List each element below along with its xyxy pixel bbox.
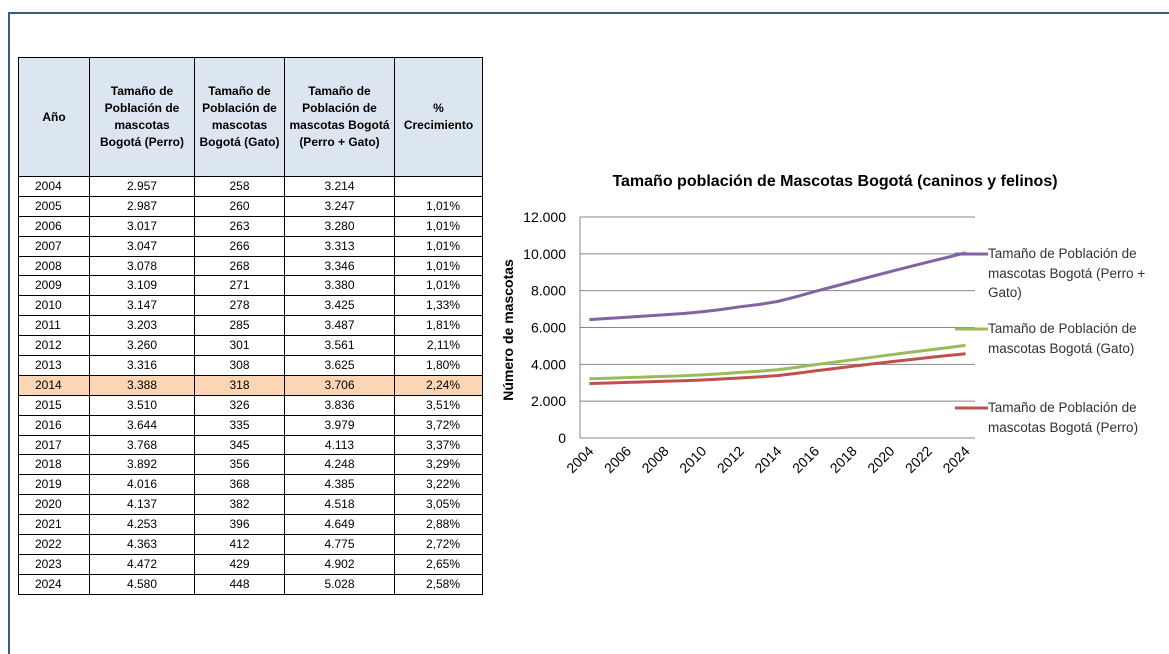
chart: Tamaño población de Mascotas Bogotá (can… — [500, 173, 1058, 476]
legend-entry: Tamaño de Población de mascotas Bogotá (… — [988, 246, 1146, 300]
y-tick-label: 0 — [558, 430, 566, 446]
table-row: 2006 3.017 263 3.280 1,01% — [18, 215, 483, 237]
table-cell: 2023 — [18, 553, 90, 575]
table-cell: 326 — [194, 394, 285, 416]
table-cell: 2,24% — [394, 374, 483, 396]
table-row: 2008 3.078 268 3.346 1,01% — [18, 255, 483, 277]
table-cell: 3.346 — [284, 255, 395, 277]
table-row: 2023 4.472 429 4.902 2,65% — [18, 553, 483, 575]
table-cell: 2015 — [18, 394, 90, 416]
table-cell: 3.313 — [284, 235, 395, 257]
y-tick-label: 4.000 — [531, 356, 566, 372]
table-cell: 2,11% — [394, 335, 483, 357]
table-cell: 3.280 — [284, 215, 395, 237]
header-cell: Año — [18, 57, 90, 177]
table-cell: 3.892 — [89, 454, 195, 476]
x-tick-label: 2012 — [714, 443, 747, 476]
x-tick-label: 2020 — [864, 443, 897, 476]
table-cell: 345 — [194, 434, 285, 456]
table-row: 2024 4.580 448 5.028 2,58% — [18, 573, 483, 595]
y-tick-label: 8.000 — [531, 283, 566, 299]
y-tick-label: 6.000 — [531, 320, 566, 336]
table-row: 2013 3.316 308 3.625 1,80% — [18, 355, 483, 376]
table-cell: 2010 — [18, 295, 90, 317]
table-row: 2004 2.957 258 3.214 — [18, 176, 483, 197]
header-cell: Tamaño de Población de mascotas Bogotá (… — [194, 57, 285, 177]
table-cell: 3.979 — [284, 414, 395, 436]
series-line — [589, 352, 966, 385]
x-tick-label: 2016 — [789, 443, 822, 476]
table-cell: 3,37% — [394, 434, 483, 456]
table-row: 2015 3.510 326 3.836 3,51% — [18, 394, 483, 416]
header-cell: % Crecimiento — [394, 57, 483, 177]
table-cell: 3.706 — [284, 374, 395, 396]
y-axis-label: Número de mascotas — [500, 259, 516, 401]
table-cell: 268 — [194, 255, 285, 277]
x-tick-label: 2018 — [827, 443, 860, 476]
table-cell: 1,33% — [394, 295, 483, 317]
x-tick-label: 2024 — [939, 443, 972, 476]
table-cell: 3.316 — [89, 355, 195, 376]
table-cell: 2007 — [18, 235, 90, 257]
table-row: 2014 3.388 318 3.706 2,24% — [18, 374, 483, 396]
header-cell: Tamaño de Población de mascotas Bogotá (… — [284, 57, 395, 177]
table-cell: 5.028 — [284, 573, 395, 595]
table-row: 2016 3.644 335 3.979 3,72% — [18, 414, 483, 436]
table-cell: 4.472 — [89, 553, 195, 575]
x-tick-label: 2010 — [676, 443, 709, 476]
page: Año Tamaño de Población de mascotas Bogot… — [8, 12, 1169, 654]
table-cell: 2009 — [18, 275, 90, 297]
y-tick-label: 12.000 — [523, 209, 566, 225]
table-cell: 2,72% — [394, 534, 483, 555]
y-tick-label: 2.000 — [531, 393, 566, 409]
table-cell: 3.109 — [89, 275, 195, 297]
frame — [8, 12, 1169, 654]
table-row: 2020 4.137 382 4.518 3,05% — [18, 494, 483, 516]
series-line — [589, 343, 966, 381]
table-row: 2017 3.768 345 4.113 3,37% — [18, 434, 483, 456]
x-tick-label: 2022 — [902, 443, 935, 476]
table-cell: 2,58% — [394, 573, 483, 595]
table-cell: 2,65% — [394, 553, 483, 575]
table-cell: 3,72% — [394, 414, 483, 436]
legend-entry: Tamaño de Población de mascotas Bogotá (… — [988, 321, 1137, 356]
y-tick-label: 10.000 — [523, 246, 566, 262]
table-row: 2009 3.109 271 3.380 1,01% — [18, 275, 483, 297]
x-tick-label: 2004 — [563, 443, 596, 476]
table-cell: 4.580 — [89, 573, 195, 595]
chart-title: Tamaño población de Mascotas Bogotá (can… — [612, 173, 1057, 190]
table-cell: 3.388 — [89, 374, 195, 396]
table-cell: 368 — [194, 474, 285, 496]
table-row: 2019 4.016 368 4.385 3,22% — [18, 474, 483, 496]
table-body: 2004 2.957 258 3.214 2005 2.987 260 3.247 1,01% 2… — [18, 176, 483, 595]
table-cell: 2014 — [18, 374, 90, 396]
table-cell: 318 — [194, 374, 285, 396]
table-cell: 3.017 — [89, 215, 195, 237]
table-cell: 308 — [194, 355, 285, 376]
table-cell: 335 — [194, 414, 285, 436]
header-row: Año Tamaño de Población de mascotas Bogot… — [18, 57, 483, 177]
x-tick-label: 2014 — [751, 443, 784, 476]
header-cell: Tamaño de Población de mascotas Bogotá (… — [89, 57, 195, 177]
x-tick-label: 2008 — [638, 443, 671, 476]
table-cell: 2020 — [18, 494, 90, 516]
series-line — [589, 251, 966, 322]
data-table: Año Tamaño de Población de mascotas Bogot… — [18, 57, 483, 595]
table-cell: 266 — [194, 235, 285, 257]
legend-entry: Tamaño de Población de mascotas Bogotá (… — [988, 400, 1139, 435]
table-row: 2007 3.047 266 3.313 1,01% — [18, 235, 483, 257]
table-cell: 3.214 — [284, 176, 395, 197]
x-tick-label: 2006 — [601, 443, 634, 476]
